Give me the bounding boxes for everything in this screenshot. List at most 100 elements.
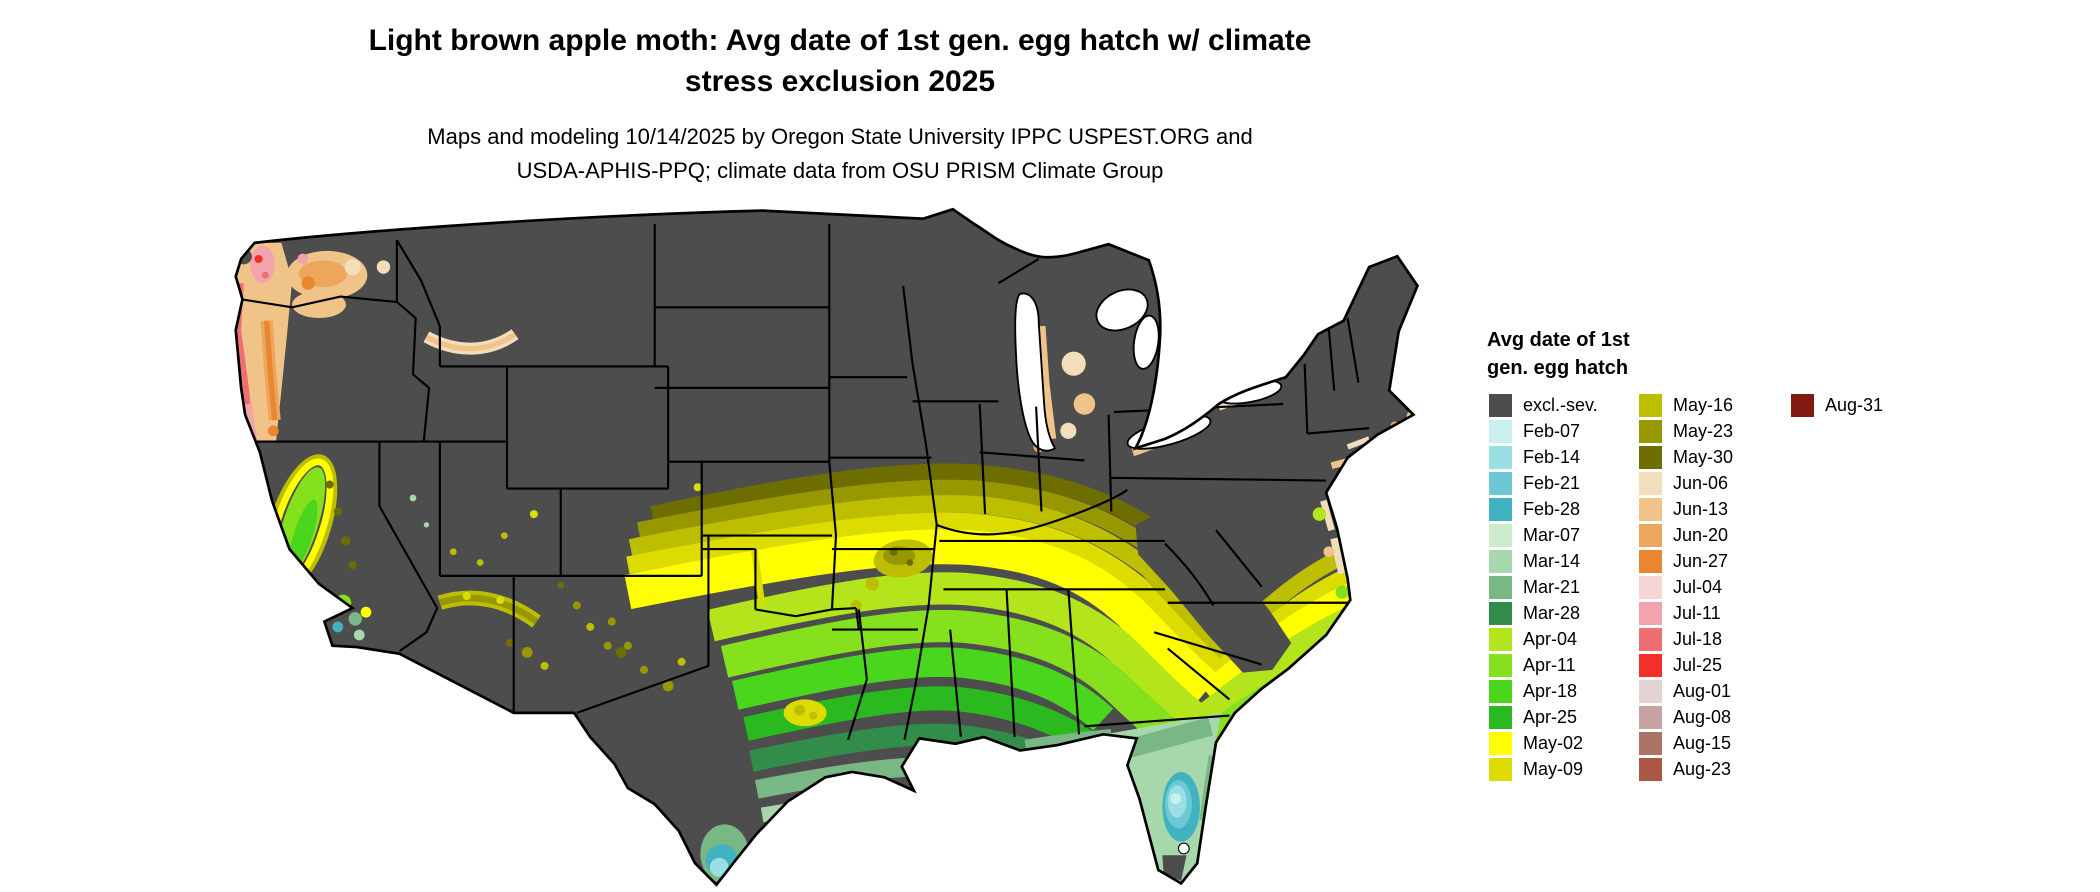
legend-swatch bbox=[1489, 523, 1512, 547]
legend-label: Mar-21 bbox=[1523, 576, 1581, 597]
legend-item: excl.-sev. bbox=[1489, 392, 1598, 418]
legend-swatch bbox=[1489, 497, 1512, 521]
legend-column-2: May-16 May-23 May-30 Jun-06 Jun-13 Jun-20 Jun-… bbox=[1639, 392, 1733, 782]
legend-label: Aug-01 bbox=[1673, 680, 1732, 701]
legend-label: Feb-28 bbox=[1523, 498, 1581, 519]
legend-item: Jul-18 bbox=[1639, 626, 1733, 652]
page-title: Light brown apple moth: Avg date of 1st … bbox=[0, 20, 1680, 102]
legend-label: May-09 bbox=[1523, 758, 1584, 779]
legend-item: Aug-08 bbox=[1639, 704, 1733, 730]
legend-label: Jul-25 bbox=[1673, 654, 1723, 675]
legend-label: Apr-11 bbox=[1523, 654, 1576, 675]
legend-label: Jun-20 bbox=[1673, 524, 1729, 545]
map-state-lines bbox=[240, 224, 1370, 741]
legend-item: Mar-21 bbox=[1489, 574, 1598, 600]
legend-item: Jun-13 bbox=[1639, 496, 1733, 522]
legend-swatch bbox=[1489, 705, 1512, 729]
legend-swatch bbox=[1639, 497, 1662, 521]
page-title-line1: Light brown apple moth: Avg date of 1st … bbox=[368, 24, 1312, 57]
legend-swatch bbox=[1489, 445, 1512, 469]
legend-swatch bbox=[1791, 393, 1814, 417]
legend-label: Aug-23 bbox=[1673, 758, 1732, 779]
legend-swatch bbox=[1489, 471, 1512, 495]
legend-label: Apr-18 bbox=[1523, 680, 1578, 701]
legend-swatch bbox=[1639, 471, 1662, 495]
legend-label: Jun-13 bbox=[1673, 498, 1729, 519]
page-subtitle: Maps and modeling 10/14/2025 by Oregon S… bbox=[0, 120, 1680, 188]
legend-label: Jul-18 bbox=[1673, 628, 1723, 649]
legend-label: May-02 bbox=[1523, 732, 1584, 753]
legend-item: May-30 bbox=[1639, 444, 1733, 470]
legend-item: Apr-04 bbox=[1489, 626, 1598, 652]
legend-item: May-23 bbox=[1639, 418, 1733, 444]
legend-swatch bbox=[1639, 601, 1662, 625]
legend-item: Jun-06 bbox=[1639, 470, 1733, 496]
legend-item: Mar-07 bbox=[1489, 522, 1598, 548]
legend-label: Apr-04 bbox=[1523, 628, 1578, 649]
legend-column-1: excl.-sev. Feb-07 Feb-14 Feb-21 Feb-28 Mar-07… bbox=[1489, 392, 1598, 782]
legend-item: May-02 bbox=[1489, 730, 1598, 756]
legend-swatch bbox=[1639, 445, 1662, 469]
legend-title: Avg date of 1st gen. egg hatch bbox=[1487, 326, 1630, 382]
legend-swatch bbox=[1639, 653, 1662, 677]
legend-swatch bbox=[1489, 757, 1512, 781]
legend-swatch bbox=[1639, 575, 1662, 599]
legend-swatch bbox=[1639, 549, 1662, 573]
legend-label: Mar-07 bbox=[1523, 524, 1581, 545]
legend-label: Jul-04 bbox=[1673, 576, 1723, 597]
legend-item: May-09 bbox=[1489, 756, 1598, 782]
legend-item: Feb-07 bbox=[1489, 418, 1598, 444]
legend-swatch bbox=[1639, 419, 1662, 443]
page-subtitle-line1: Maps and modeling 10/14/2025 by Oregon S… bbox=[427, 124, 1253, 149]
legend-item: Feb-14 bbox=[1489, 444, 1598, 470]
legend-swatch bbox=[1639, 757, 1662, 781]
legend-item: Jun-27 bbox=[1639, 548, 1733, 574]
legend-label: May-30 bbox=[1673, 446, 1734, 467]
legend-swatch bbox=[1489, 627, 1512, 651]
legend-item: Mar-28 bbox=[1489, 600, 1598, 626]
legend-item: Feb-28 bbox=[1489, 496, 1598, 522]
legend-label: May-23 bbox=[1673, 420, 1734, 441]
legend-swatch bbox=[1489, 653, 1512, 677]
legend-swatch bbox=[1639, 679, 1662, 703]
legend-item: May-16 bbox=[1639, 392, 1733, 418]
legend-swatch bbox=[1489, 419, 1512, 443]
legend-label: Aug-31 bbox=[1825, 394, 1884, 415]
legend-item: Jul-11 bbox=[1639, 600, 1733, 626]
legend-label: Jun-06 bbox=[1673, 472, 1729, 493]
legend-swatch bbox=[1639, 731, 1662, 755]
legend-item: Jul-04 bbox=[1639, 574, 1733, 600]
legend-item: Apr-18 bbox=[1489, 678, 1598, 704]
legend-label: Feb-14 bbox=[1523, 446, 1581, 467]
legend-item: Aug-15 bbox=[1639, 730, 1733, 756]
legend-label: Jun-27 bbox=[1673, 550, 1729, 571]
legend-label: Apr-25 bbox=[1523, 706, 1578, 727]
legend-title-line1: Avg date of 1st bbox=[1487, 329, 1630, 351]
legend-item: Aug-31 bbox=[1791, 392, 1883, 418]
page-title-line2: stress exclusion 2025 bbox=[684, 65, 996, 98]
legend-item: Aug-23 bbox=[1639, 756, 1733, 782]
legend-title-line2: gen. egg hatch bbox=[1487, 357, 1629, 379]
legend-label: Mar-28 bbox=[1523, 602, 1581, 623]
legend-item: Apr-25 bbox=[1489, 704, 1598, 730]
legend-item: Feb-21 bbox=[1489, 470, 1598, 496]
legend-swatch bbox=[1489, 679, 1512, 703]
legend-swatch bbox=[1489, 549, 1512, 573]
legend-label: excl.-sev. bbox=[1523, 394, 1598, 415]
legend-swatch bbox=[1639, 627, 1662, 651]
legend-label: Aug-15 bbox=[1673, 732, 1732, 753]
legend-swatch bbox=[1489, 575, 1512, 599]
us-map-svg bbox=[234, 207, 1419, 887]
legend-swatch bbox=[1639, 705, 1662, 729]
legend-item: Mar-14 bbox=[1489, 548, 1598, 574]
page-subtitle-line2: USDA-APHIS-PPQ; climate data from OSU PR… bbox=[516, 158, 1164, 183]
legend-item: Jun-20 bbox=[1639, 522, 1733, 548]
legend-label: May-16 bbox=[1673, 394, 1734, 415]
legend-swatch bbox=[1489, 601, 1512, 625]
legend-label: Feb-07 bbox=[1523, 420, 1581, 441]
legend-item: Jul-25 bbox=[1639, 652, 1733, 678]
us-map bbox=[225, 202, 1447, 888]
legend-label: Feb-21 bbox=[1523, 472, 1581, 493]
legend-label: Mar-14 bbox=[1523, 550, 1581, 571]
legend-label: Aug-08 bbox=[1673, 706, 1732, 727]
